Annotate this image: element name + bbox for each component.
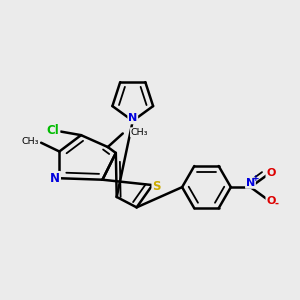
Text: N: N <box>50 172 60 185</box>
Text: N: N <box>246 178 255 188</box>
Text: -: - <box>274 199 278 209</box>
Text: CH₃: CH₃ <box>130 128 148 137</box>
Text: O: O <box>266 196 276 206</box>
Text: N: N <box>128 113 137 124</box>
Text: +: + <box>252 174 260 183</box>
Text: S: S <box>152 180 161 194</box>
Text: Cl: Cl <box>47 124 59 137</box>
Text: O: O <box>266 169 276 178</box>
Text: CH₃: CH₃ <box>21 137 39 146</box>
